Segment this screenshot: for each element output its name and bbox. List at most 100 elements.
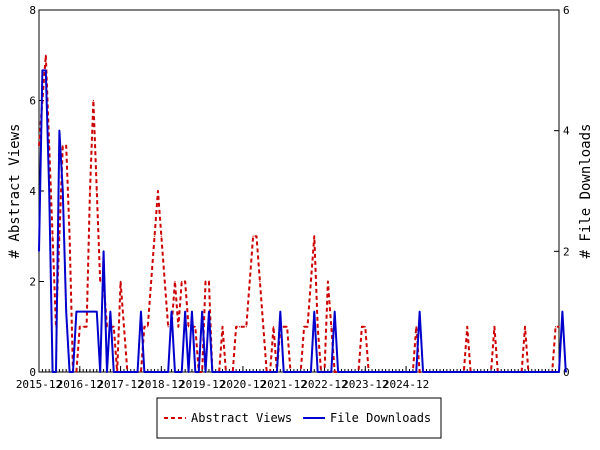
- data-point-file-downloads: [245, 371, 247, 373]
- data-point-abstract-views: [123, 326, 125, 328]
- data-point-file-downloads: [313, 311, 315, 313]
- data-point-file-downloads: [347, 371, 349, 373]
- data-point-file-downloads: [160, 371, 162, 373]
- data-point-file-downloads: [330, 371, 332, 373]
- data-point-abstract-views: [96, 190, 98, 192]
- data-point-file-downloads: [55, 371, 57, 373]
- data-point-file-downloads: [476, 371, 479, 373]
- data-point-abstract-views: [242, 326, 244, 328]
- data-point-abstract-views: [174, 280, 176, 283]
- data-point-abstract-views: [147, 326, 149, 328]
- data-point-file-downloads: [38, 250, 40, 252]
- data-point-file-downloads: [391, 371, 394, 373]
- data-point-file-downloads: [521, 371, 523, 373]
- data-point-abstract-views: [79, 326, 81, 328]
- data-point-file-downloads: [72, 371, 74, 373]
- data-point-abstract-views: [558, 326, 560, 328]
- data-point-abstract-views: [75, 371, 77, 373]
- data-point-abstract-views: [419, 371, 421, 373]
- data-point-file-downloads: [466, 371, 468, 373]
- data-point-abstract-views: [150, 280, 152, 283]
- y-right-tick-label: 2: [563, 245, 570, 258]
- y-right-tick-label: 0: [563, 366, 570, 379]
- data-point-file-downloads: [527, 371, 530, 373]
- y-left-tick-label: 4: [29, 185, 36, 198]
- data-point-abstract-views: [38, 145, 40, 147]
- data-point-abstract-views: [283, 326, 285, 328]
- data-point-abstract-views: [99, 280, 101, 283]
- data-point-file-downloads: [374, 371, 377, 373]
- data-point-file-downloads: [293, 371, 295, 373]
- data-point-file-downloads: [65, 311, 67, 313]
- data-point-abstract-views: [272, 326, 275, 328]
- series-points-file-downloads: [38, 69, 567, 373]
- data-point-abstract-views: [493, 326, 496, 328]
- x-tick-label: 2023-12: [342, 378, 388, 391]
- data-point-file-downloads: [497, 371, 499, 373]
- data-point-file-downloads: [133, 371, 135, 373]
- data-point-abstract-views: [201, 371, 203, 373]
- data-point-file-downloads: [439, 371, 441, 373]
- data-point-file-downloads: [432, 371, 434, 373]
- data-point-file-downloads: [123, 371, 125, 373]
- data-point-file-downloads: [327, 371, 329, 373]
- data-point-file-downloads: [89, 311, 91, 313]
- data-point-file-downloads: [266, 371, 268, 373]
- data-point-file-downloads: [68, 371, 71, 373]
- data-point-file-downloads: [446, 371, 448, 373]
- data-point-file-downloads: [419, 311, 421, 313]
- data-point-file-downloads: [106, 371, 108, 373]
- data-point-file-downloads: [174, 371, 176, 373]
- data-point-file-downloads: [483, 371, 485, 373]
- data-point-file-downloads: [514, 371, 516, 373]
- data-point-file-downloads: [221, 371, 224, 373]
- data-point-abstract-views: [187, 326, 190, 328]
- data-point-file-downloads: [368, 371, 370, 373]
- data-point-file-downloads: [558, 371, 560, 373]
- data-point-abstract-views: [194, 326, 196, 328]
- y-left-tick-label: 0: [29, 366, 36, 379]
- data-point-abstract-views: [160, 235, 162, 237]
- y-axis-left-title: # Abstract Views: [7, 124, 23, 259]
- data-point-file-downloads: [320, 371, 322, 373]
- data-point-file-downloads: [181, 371, 183, 373]
- data-point-abstract-views: [140, 371, 142, 373]
- data-point-file-downloads: [153, 371, 156, 373]
- data-point-file-downloads: [524, 371, 526, 373]
- data-point-file-downloads: [96, 311, 98, 313]
- data-point-file-downloads: [126, 371, 128, 373]
- data-point-file-downloads: [51, 371, 54, 373]
- x-tick-label: 2015-12: [16, 378, 62, 391]
- data-point-file-downloads: [228, 371, 230, 373]
- data-point-file-downloads: [310, 371, 312, 373]
- data-point-file-downloads: [99, 371, 101, 373]
- data-point-abstract-views: [157, 190, 159, 192]
- data-point-file-downloads: [252, 371, 254, 373]
- data-point-file-downloads: [544, 371, 547, 373]
- data-point-file-downloads: [534, 371, 536, 373]
- data-point-abstract-views: [303, 326, 305, 328]
- data-point-abstract-views: [238, 326, 241, 328]
- data-point-file-downloads: [164, 371, 166, 373]
- data-point-file-downloads: [490, 371, 492, 373]
- y-axis-right-title: # File Downloads: [578, 124, 594, 259]
- data-point-abstract-views: [334, 371, 336, 373]
- data-point-file-downloads: [371, 371, 373, 373]
- legend-box: [156, 397, 442, 439]
- data-point-file-downloads: [85, 311, 88, 313]
- data-point-abstract-views: [524, 326, 526, 328]
- data-point-file-downloads: [334, 311, 336, 313]
- data-point-abstract-views: [62, 145, 64, 147]
- data-point-file-downloads: [422, 371, 424, 373]
- data-point-file-downloads: [538, 371, 540, 373]
- data-point-file-downloads: [45, 69, 47, 71]
- data-point-file-downloads: [453, 371, 455, 373]
- data-point-abstract-views: [255, 235, 258, 237]
- data-point-abstract-views: [313, 235, 315, 237]
- data-point-abstract-views: [184, 280, 186, 283]
- data-point-file-downloads: [82, 311, 84, 313]
- data-point-file-downloads: [140, 311, 142, 313]
- x-tick-label: 2019-12: [179, 378, 225, 391]
- data-point-file-downloads: [436, 371, 438, 373]
